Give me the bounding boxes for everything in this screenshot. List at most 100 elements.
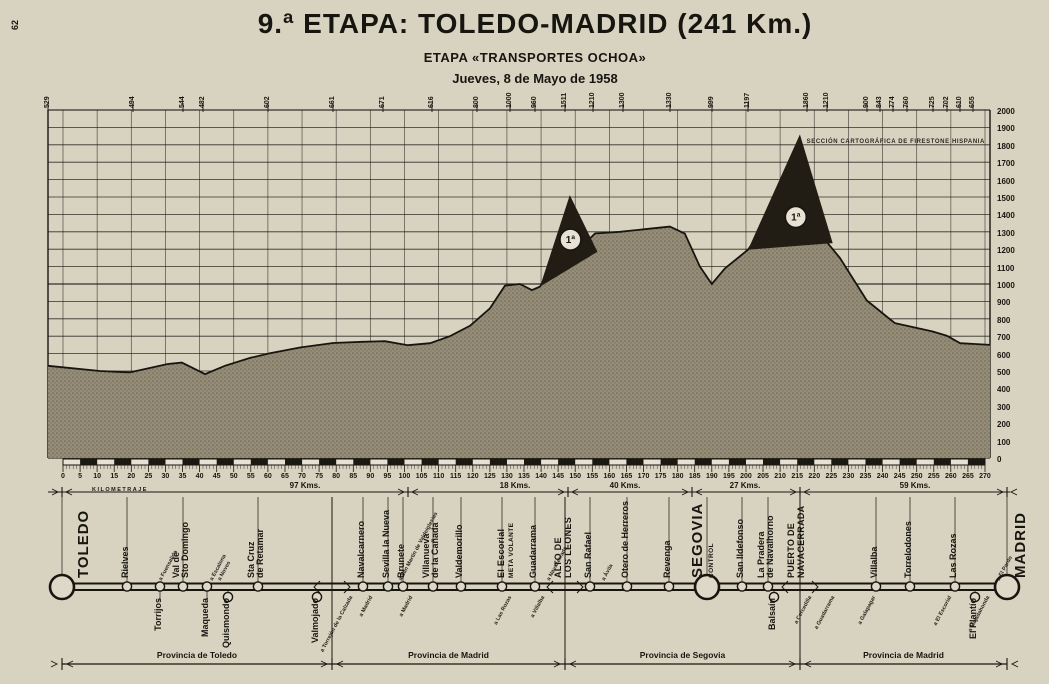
altitude-label: 482 — [199, 96, 206, 108]
altitude-label: 760 — [903, 96, 910, 108]
elevation-scale-label: 1700 — [997, 159, 1015, 169]
km-tick-label: 120 — [466, 473, 479, 480]
km-tick-label: 230 — [842, 473, 855, 480]
altitude-label: 702 — [943, 96, 950, 108]
km-tick-label: 50 — [229, 473, 238, 480]
km-tick-label: 55 — [246, 473, 255, 480]
stage-date: Jueves, 8 de Mayo de 1958 — [452, 71, 618, 86]
altitude-label: 1197 — [744, 92, 751, 108]
town-circle — [222, 591, 234, 603]
km-tick-label: 70 — [298, 473, 306, 480]
town-label: MADRID — [1012, 512, 1029, 578]
km-tick-label: 190 — [705, 473, 718, 480]
town-circle — [496, 581, 508, 592]
km-tick-label: 45 — [212, 473, 221, 480]
km-tick-label: 270 — [979, 473, 991, 480]
altitude-label: 671 — [379, 96, 386, 108]
town-label: Revenga — [662, 540, 672, 578]
town-label: SEGOVIA — [689, 502, 706, 578]
town-label: Las Rozas — [948, 533, 958, 578]
town-circle — [121, 581, 133, 592]
altitude-label: 725 — [929, 96, 936, 108]
town-label: Otero de Herreros — [620, 500, 630, 578]
province-label: Provincia de Madrid — [863, 650, 944, 660]
altitude-label: 1330 — [666, 92, 673, 108]
elevation-scale-label: 1500 — [997, 194, 1015, 203]
town-label: Villalba — [869, 546, 879, 578]
altitude-label: 529 — [44, 96, 51, 108]
town-label: Rielves — [120, 546, 130, 578]
town-circle-major — [693, 573, 721, 601]
altitude-label: 1210 — [823, 92, 830, 108]
altitude-label: 1860 — [803, 92, 810, 108]
climb-peak: 1ª — [540, 195, 598, 287]
km-tick-label: 220 — [808, 473, 821, 480]
town-label: Torrijos — [153, 598, 163, 631]
stage-sponsor-subtitle: ETAPA «TRANSPORTES OCHOA» — [423, 50, 647, 65]
town-circle — [768, 591, 780, 603]
elevation-scale-label: 0 — [997, 455, 1002, 464]
town-label: Quismondo — [221, 598, 231, 648]
elevation-scale-label: 1000 — [997, 281, 1015, 290]
elevation-scale-label: 1100 — [997, 263, 1015, 273]
km-tick-label: 245 — [893, 473, 906, 480]
elevation-scale-label: 1200 — [997, 246, 1015, 256]
km-tick-label: 80 — [332, 473, 341, 480]
altitude-label: 774 — [889, 96, 896, 108]
km-tick-label: 250 — [910, 473, 923, 480]
km-tick-label: 85 — [349, 473, 358, 480]
segment-distance-label: 27 Kms. — [729, 481, 761, 490]
town-circle — [621, 581, 633, 592]
km-tick-label: 65 — [281, 473, 289, 480]
altitude-label: 610 — [956, 96, 963, 108]
km-tick-label: 155 — [586, 473, 599, 480]
climb-category-badge — [784, 205, 808, 229]
km-tick-label: 165 — [620, 473, 633, 480]
altitude-label: 1210 — [589, 92, 596, 108]
segment-distance-label: 97 Kms. — [289, 481, 321, 490]
km-tick-label: 0 — [61, 473, 65, 480]
elevation-scale-label: 1900 — [997, 124, 1015, 134]
town-circle — [736, 581, 748, 592]
town-circle — [904, 581, 916, 592]
elevation-profile — [47, 201, 991, 458]
town-sublabel: META VOLANTE — [508, 522, 515, 578]
town-label: Guadarrama — [528, 524, 538, 578]
km-tick-label: 135 — [518, 473, 530, 480]
km-tick-label: 255 — [927, 473, 940, 480]
km-tick-label: 140 — [535, 473, 547, 480]
altitude-label: 544 — [179, 96, 186, 108]
elevation-scale-label: 1300 — [997, 228, 1015, 238]
town-circle — [397, 581, 409, 592]
altitude-label: 1511 — [561, 92, 568, 108]
segment-distance-label: 59 Kms. — [899, 481, 931, 490]
km-tick-label: 100 — [398, 473, 411, 480]
km-ruler — [62, 458, 986, 472]
km-tick-label: 95 — [383, 473, 392, 480]
km-tick-label: 105 — [415, 473, 428, 480]
km-tick-label: 185 — [688, 473, 701, 480]
km-tick-label: 150 — [569, 473, 582, 480]
km-tick-label: 180 — [671, 473, 684, 480]
km-tick-label: 265 — [962, 473, 974, 480]
town-circle — [177, 581, 189, 592]
elevation-scale-label: 400 — [997, 385, 1011, 395]
km-tick-label: 195 — [723, 473, 735, 480]
kilometraje-label: KILOMETRAJE — [92, 487, 148, 493]
town-label: PUERTO DE NAVACERRADA — [786, 505, 806, 578]
elevation-scale-label: 1600 — [997, 176, 1015, 186]
altitude-label: 1000 — [506, 92, 513, 108]
elevation-scale-label: 700 — [997, 333, 1011, 343]
altitude-label: 843 — [876, 96, 883, 108]
km-tick-label: 75 — [315, 473, 323, 480]
province-label: Provincia de Segovia — [639, 650, 726, 660]
elevation-scale-label: 800 — [997, 315, 1011, 325]
km-tick-label: 35 — [178, 473, 187, 480]
km-tick-label: 130 — [501, 473, 513, 480]
elevation-scale-label: 900 — [997, 298, 1011, 308]
town-circle — [427, 581, 439, 592]
province-label: Provincia de Toledo — [156, 650, 238, 660]
altitude-label: 900 — [863, 96, 870, 108]
altitude-label: 602 — [264, 96, 271, 108]
